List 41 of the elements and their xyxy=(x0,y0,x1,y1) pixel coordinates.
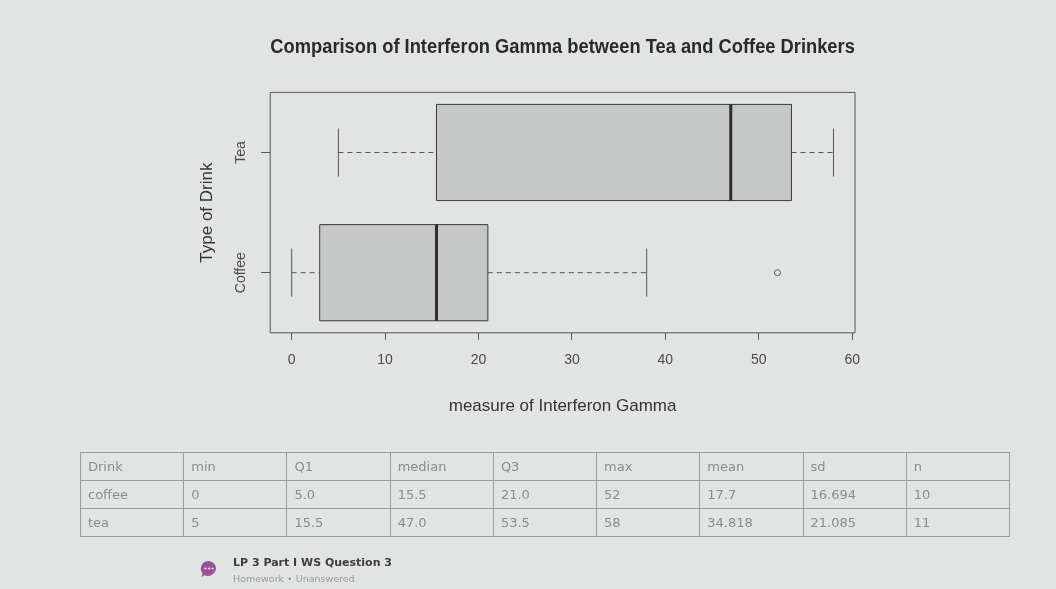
chart-title: Comparison of Interferon Gamma between Tea and Coffee Drinkers xyxy=(270,35,855,58)
text: Homework • Unanswered xyxy=(233,573,355,584)
data-label: 52 xyxy=(596,480,700,509)
data-label: 58 xyxy=(596,508,700,537)
text: tea xyxy=(80,508,184,537)
category-label: median xyxy=(390,452,494,481)
data-label: 21.0 xyxy=(493,480,597,509)
x-tick-label: 20 xyxy=(470,351,487,368)
category-label: Q3 xyxy=(493,452,597,481)
x-tick-label: 40 xyxy=(657,351,674,368)
category-label: max xyxy=(596,452,700,481)
data-label: 34.818 xyxy=(699,508,804,537)
text: coffee xyxy=(80,480,184,509)
category-label: Q1 xyxy=(286,452,391,481)
data-label: 47.0 xyxy=(390,508,494,537)
data-label: 11 xyxy=(906,508,1010,537)
data-label: 21.085 xyxy=(803,508,907,537)
y-tick-label: Tea xyxy=(231,141,248,164)
x-tick-label: 50 xyxy=(750,351,767,368)
category-label: min xyxy=(183,452,287,481)
data-label: 0 xyxy=(183,480,287,509)
x-tick-label: 60 xyxy=(844,351,861,368)
legend-title: Drink xyxy=(80,452,184,481)
y-tick-label: Coffee xyxy=(231,251,248,294)
data-label: 10 xyxy=(906,480,1010,509)
data-label: 15.5 xyxy=(390,480,494,509)
data-label: 16.694 xyxy=(803,480,907,509)
category-label: mean xyxy=(699,452,804,481)
x-tick-label: 30 xyxy=(564,351,580,368)
data-label: 53.5 xyxy=(493,508,597,537)
data-label: 15.5 xyxy=(286,508,391,537)
x-tick-label: 10 xyxy=(377,351,394,368)
data-label: 5.0 xyxy=(286,480,391,509)
data-label: 17.7 xyxy=(699,480,804,509)
category-label: n xyxy=(906,452,1010,481)
text: LP 3 Part I WS Question 3 xyxy=(233,556,392,569)
y-axis-title: Type of Drink xyxy=(196,162,216,263)
x-axis-title: measure of Interferon Gamma xyxy=(448,396,677,416)
category-label: sd xyxy=(803,452,907,481)
data-label: 5 xyxy=(183,508,287,537)
x-tick-label: 0 xyxy=(287,351,296,368)
